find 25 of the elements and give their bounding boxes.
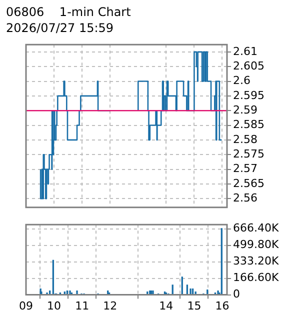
y-tick-label: 2.565 <box>233 176 264 190</box>
y-tick-label: 2.56 <box>233 191 258 204</box>
y-tick-label: 2.605 <box>233 59 264 72</box>
x-tick-label: 11 <box>75 299 90 312</box>
y-tick-label: 2.575 <box>233 147 264 160</box>
y-tick-label: 333.20K <box>233 254 280 268</box>
y-tick-label: 2.6 <box>233 74 250 88</box>
y-tick-label: 166.60K <box>233 271 280 284</box>
chart-subtitle: 2026/07/27 15:59 <box>6 20 115 36</box>
y-tick-label: 2.59 <box>233 103 258 116</box>
y-tick-label: 2.595 <box>233 88 264 102</box>
x-tick-label: 10 <box>47 299 62 312</box>
y-tick-label: 0 <box>233 288 240 301</box>
x-tick-label: 15 <box>187 299 202 312</box>
y-tick-label: 2.57 <box>233 162 258 176</box>
x-tick-label: 14 <box>159 299 174 312</box>
x-tick-label: 09 <box>19 299 33 312</box>
chart-title: 06806 1-min Chart <box>6 4 132 20</box>
y-tick-label: 666.40K <box>233 222 280 235</box>
y-tick-label: 499.80K <box>233 238 280 252</box>
x-tick-label: 12 <box>103 299 118 312</box>
y-tick-label: 2.58 <box>233 132 258 146</box>
y-tick-label: 2.61 <box>233 44 258 58</box>
x-tick-label: 16 <box>215 299 230 312</box>
y-tick-label: 2.585 <box>233 118 264 132</box>
